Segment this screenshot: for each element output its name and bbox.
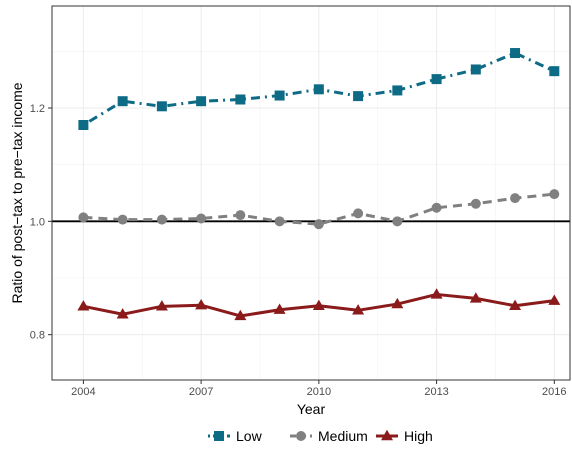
data-point-low xyxy=(78,120,89,130)
data-point-high xyxy=(195,299,208,310)
data-point-medium xyxy=(353,208,364,219)
data-point-medium xyxy=(78,212,89,223)
data-point-medium xyxy=(196,213,207,224)
data-point-medium xyxy=(313,219,324,230)
data-point-low xyxy=(117,96,128,107)
data-point-low xyxy=(510,48,521,59)
data-point-medium xyxy=(235,210,246,221)
series-low xyxy=(78,48,560,130)
series-medium xyxy=(78,189,560,230)
data-point-low xyxy=(274,90,285,101)
data-point-low xyxy=(549,66,560,77)
legend-key-marker-low xyxy=(214,431,224,441)
legend-label-high: High xyxy=(404,428,433,444)
data-point-medium xyxy=(510,193,521,204)
plot-panel-border xyxy=(51,5,571,381)
data-point-medium xyxy=(117,214,128,225)
data-point-high xyxy=(312,299,325,310)
data-point-high xyxy=(548,294,561,305)
legend-item-medium: Medium xyxy=(290,428,368,444)
data-point-high xyxy=(234,309,247,321)
data-point-medium xyxy=(156,214,167,225)
series-group xyxy=(77,48,561,321)
y-tick-label: 1.0 xyxy=(30,216,45,228)
x-tick-label: 2007 xyxy=(189,386,213,398)
data-point-medium xyxy=(274,216,285,227)
data-point-medium xyxy=(470,198,481,209)
legend-key-marker-high xyxy=(381,429,393,441)
legend-label-low: Low xyxy=(236,428,263,444)
legend-label-medium: Medium xyxy=(318,428,368,444)
data-point-high xyxy=(509,299,522,310)
data-point-high xyxy=(469,292,482,303)
x-tick-label: 2016 xyxy=(542,386,566,398)
legend: Low Medium High xyxy=(208,428,433,444)
data-point-medium xyxy=(431,202,442,213)
data-point-high xyxy=(116,308,129,319)
data-point-high xyxy=(77,300,90,311)
x-axis-title: Year xyxy=(297,401,326,417)
y-tick-label: 1.2 xyxy=(30,103,45,115)
legend-key-marker-medium xyxy=(296,431,306,441)
data-point-low xyxy=(353,91,364,102)
y-tick-label: 0.8 xyxy=(30,330,45,342)
data-point-high xyxy=(430,288,443,299)
axes: 2004 2007 2010 2013 2016 0.8 1.0 1.2 xyxy=(30,103,567,398)
x-tick-label: 2010 xyxy=(307,386,331,398)
legend-item-high: High xyxy=(376,428,433,444)
data-point-low xyxy=(392,85,403,96)
series-high xyxy=(77,288,561,321)
data-point-medium xyxy=(549,189,560,200)
data-point-low xyxy=(196,96,207,107)
legend-item-low: Low xyxy=(208,428,263,444)
data-point-high xyxy=(352,304,365,315)
x-tick-label: 2004 xyxy=(71,386,95,398)
x-tick-label: 2013 xyxy=(424,386,448,398)
data-point-low xyxy=(235,94,246,105)
data-point-low xyxy=(431,74,442,85)
data-point-low xyxy=(156,101,167,112)
gridlines xyxy=(52,6,570,380)
y-axis-title: Ratio of post−tax to pre−tax income xyxy=(9,82,25,303)
data-point-medium xyxy=(392,216,403,227)
data-point-high xyxy=(273,303,286,314)
data-point-low xyxy=(470,64,481,75)
data-point-low xyxy=(313,84,324,95)
data-point-high xyxy=(155,300,168,311)
data-point-high xyxy=(391,297,404,309)
